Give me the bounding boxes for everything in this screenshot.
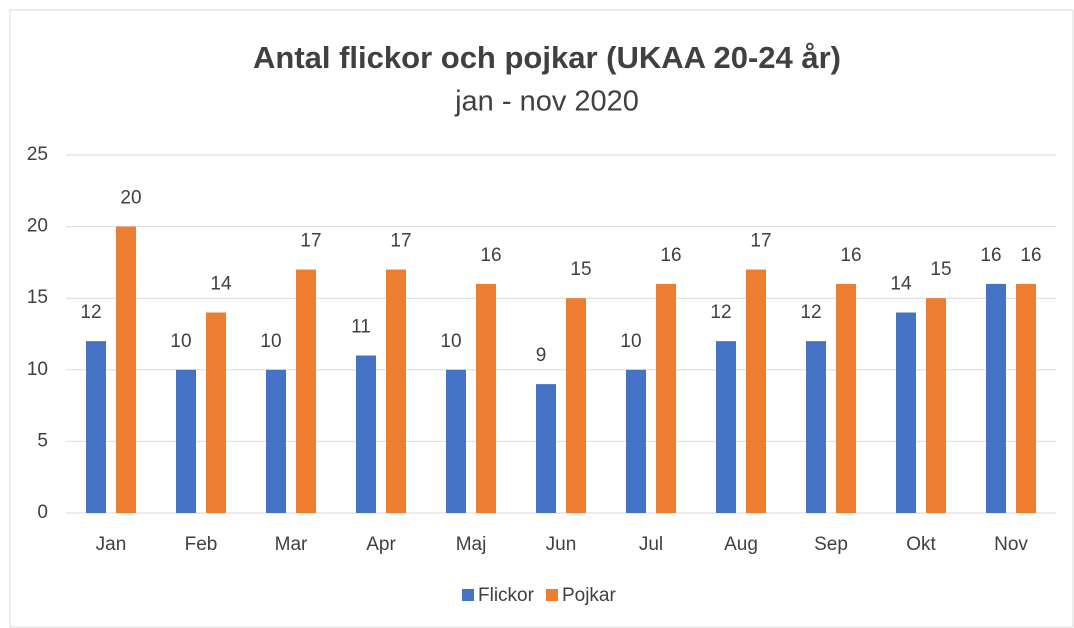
x-tick-label: Jul	[639, 534, 663, 555]
bar	[746, 269, 766, 513]
y-tick-label: 20	[27, 216, 48, 237]
bar	[206, 312, 226, 513]
data-label: 10	[440, 331, 461, 352]
x-tick-label: Okt	[906, 534, 936, 555]
bar	[806, 341, 826, 513]
bar	[476, 283, 496, 513]
data-label: 12	[800, 302, 821, 323]
data-label: 17	[300, 231, 321, 252]
bar	[986, 283, 1006, 513]
bar	[176, 369, 196, 513]
legend-swatch	[462, 589, 474, 601]
y-tick-label: 10	[27, 359, 48, 380]
data-label: 16	[1020, 245, 1041, 266]
x-tick-label: Apr	[366, 534, 396, 555]
x-tick-label: Jun	[546, 534, 577, 555]
bar	[626, 369, 646, 513]
x-tick-label: Maj	[456, 534, 487, 555]
data-label: 16	[980, 245, 1001, 266]
bar	[656, 283, 676, 513]
bar	[446, 369, 466, 513]
bar	[836, 283, 856, 513]
bar	[896, 312, 916, 513]
bar	[926, 298, 946, 513]
x-tick-label: Mar	[275, 534, 308, 555]
data-label: 16	[480, 245, 501, 266]
data-label: 16	[660, 245, 681, 266]
x-tick-label: Feb	[185, 534, 218, 555]
x-tick-label: Nov	[994, 534, 1028, 555]
data-label: 12	[80, 302, 101, 323]
data-label: 15	[930, 259, 951, 280]
data-label: 14	[210, 274, 232, 295]
bar	[566, 298, 586, 513]
data-label: 20	[120, 188, 141, 209]
data-label: 10	[170, 331, 191, 352]
data-label: 12	[710, 302, 731, 323]
data-label: 14	[890, 274, 912, 295]
bar	[1016, 283, 1036, 513]
chart-title: Antal flickor och pojkar (UKAA 20-24 år)	[253, 40, 841, 75]
bar	[716, 341, 736, 513]
data-label: 10	[620, 331, 641, 352]
data-label: 16	[840, 245, 861, 266]
legend-label: Flickor	[478, 585, 535, 606]
bar	[86, 341, 106, 513]
data-label: 10	[260, 331, 281, 352]
y-tick-label: 5	[37, 430, 48, 451]
bar	[116, 226, 136, 513]
data-label: 9	[536, 345, 547, 366]
bar	[356, 355, 376, 513]
bar	[536, 384, 556, 513]
chart-subtitle: jan - nov 2020	[454, 86, 639, 118]
data-label: 15	[570, 259, 591, 280]
y-tick-label: 0	[37, 502, 48, 523]
legend-label: Pojkar	[562, 585, 617, 606]
chart-border	[9, 9, 1074, 628]
y-tick-label: 25	[27, 144, 48, 165]
data-label: 11	[351, 316, 371, 337]
legend-swatch	[545, 589, 558, 601]
bar	[296, 269, 316, 513]
data-label: 17	[390, 231, 411, 252]
x-tick-label: Sep	[814, 534, 848, 555]
bar	[386, 269, 406, 513]
data-label: 17	[750, 231, 771, 252]
y-tick-label: 15	[27, 287, 48, 308]
x-tick-label: Aug	[724, 534, 758, 555]
bar	[266, 369, 286, 513]
x-tick-label: Jan	[96, 534, 127, 555]
